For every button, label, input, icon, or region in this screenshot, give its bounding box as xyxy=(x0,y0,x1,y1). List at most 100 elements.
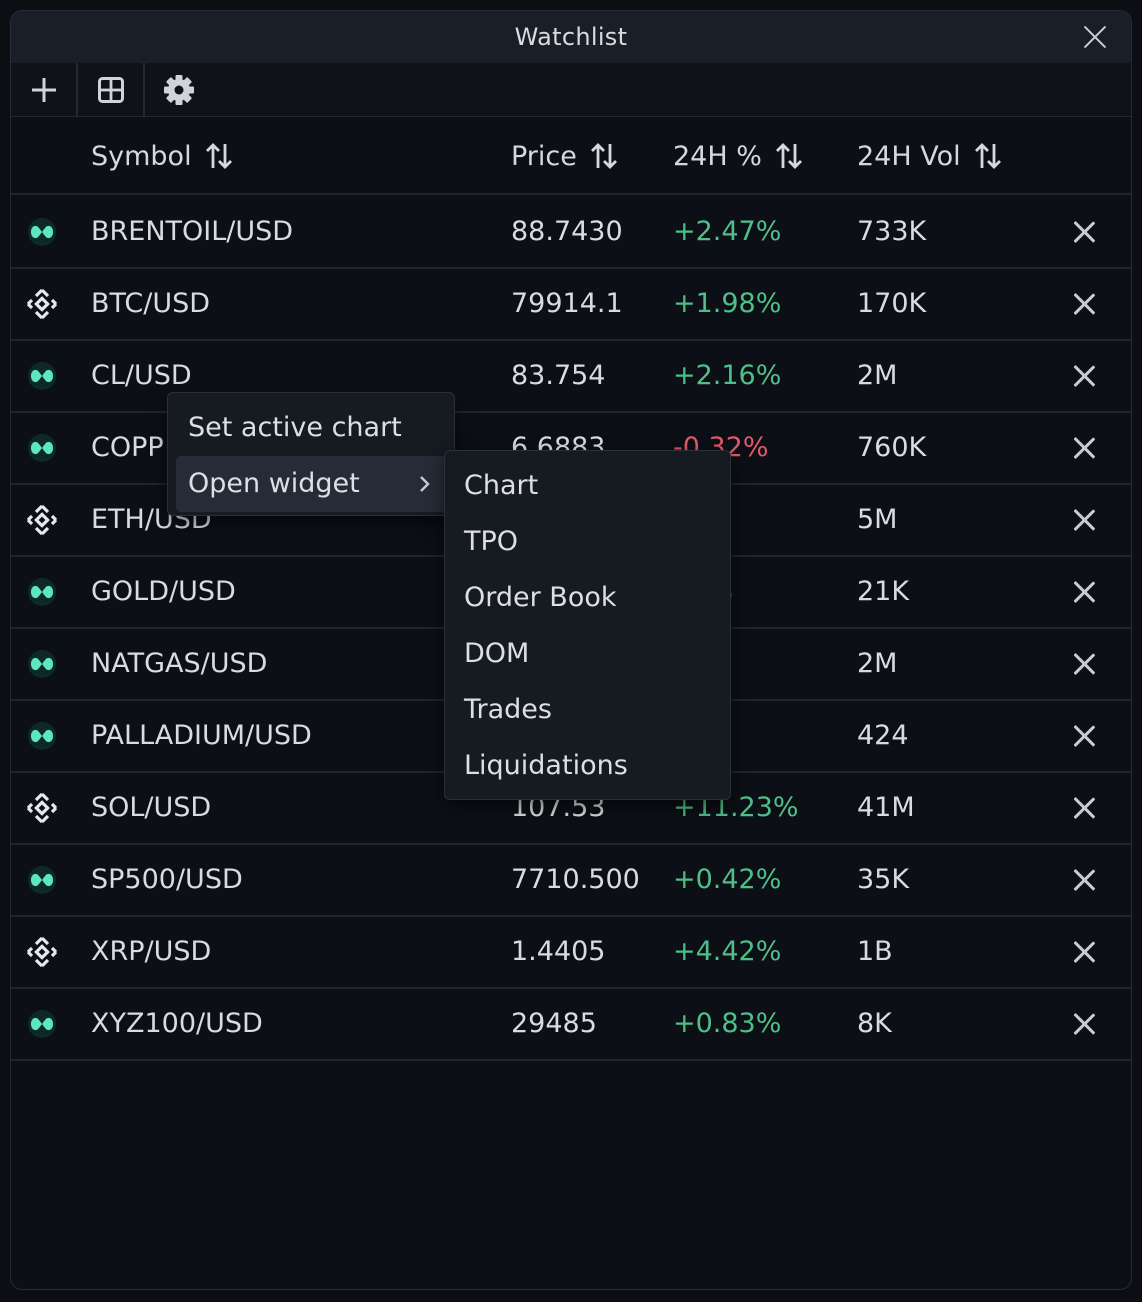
submenu-item-tpo[interactable]: TPO xyxy=(464,526,519,557)
volume-cell: 21K xyxy=(857,576,910,607)
volume-cell: 170K xyxy=(857,288,927,319)
change-cell: +1.98% xyxy=(673,288,782,319)
volume-cell: 8K xyxy=(857,1008,892,1039)
price-cell: 7710.500 xyxy=(511,864,640,895)
volume-cell: 733K xyxy=(857,216,927,247)
volume-cell: 760K xyxy=(857,432,927,463)
symbol-cell: SP500/USD xyxy=(91,864,243,895)
remove-row-button[interactable] xyxy=(1073,941,1095,963)
hyperliquid-icon xyxy=(25,649,59,679)
widget-submenu: Chart TPO Order Book DOM Trades Liquidat… xyxy=(444,450,731,800)
remove-row-button[interactable] xyxy=(1073,1013,1095,1035)
settings-button[interactable] xyxy=(145,63,212,117)
plus-icon xyxy=(31,78,56,102)
chevron-right-icon xyxy=(420,476,430,492)
symbol-cell: BTC/USD xyxy=(91,288,211,319)
sort-icon xyxy=(590,143,617,169)
window-title: Watchlist xyxy=(514,23,628,51)
binance-icon xyxy=(25,791,59,824)
symbol-cell: PALLADIUM/USD xyxy=(91,720,312,751)
submenu-item-dom[interactable]: DOM xyxy=(464,638,530,669)
volume-cell: 41M xyxy=(857,792,915,823)
submenu-item-trades[interactable]: Trades xyxy=(464,694,552,725)
table-row[interactable]: XRP/USD 1.4405 +4.42% 1B xyxy=(11,917,1131,989)
price-cell: 88.7430 xyxy=(511,216,623,247)
hyperliquid-icon xyxy=(25,361,59,391)
table-row[interactable]: XYZ100/USD 29485 +0.83% 8K xyxy=(11,989,1131,1061)
hyperliquid-icon xyxy=(25,577,59,607)
remove-row-button[interactable] xyxy=(1073,509,1095,531)
sort-symbol-header[interactable]: Symbol xyxy=(91,117,234,195)
add-symbol-button[interactable] xyxy=(11,63,78,117)
remove-row-button[interactable] xyxy=(1073,221,1095,243)
binance-icon xyxy=(25,935,59,968)
price-column-label: Price xyxy=(511,140,577,172)
sort-change-header[interactable]: 24H % xyxy=(673,117,804,195)
table-row[interactable]: BRENTOIL/USD 88.7430 +2.47% 733K xyxy=(11,197,1131,269)
volume-cell: 424 xyxy=(857,720,909,751)
sort-icon xyxy=(205,143,232,169)
price-cell: 83.754 xyxy=(511,360,606,391)
hyperliquid-icon xyxy=(25,865,59,895)
sort-icon xyxy=(974,143,1001,169)
remove-row-button[interactable] xyxy=(1073,797,1095,819)
symbol-cell: NATGAS/USD xyxy=(91,648,268,679)
volume-cell: 1B xyxy=(857,936,893,967)
toolbar xyxy=(11,63,1131,117)
open-widget-label: Open widget xyxy=(188,468,360,499)
symbol-cell: XYZ100/USD xyxy=(91,1008,263,1039)
hyperliquid-icon xyxy=(25,217,59,247)
table-row[interactable]: CL/USD 83.754 +2.16% 2M xyxy=(11,341,1131,413)
sort-volume-header[interactable]: 24H Vol xyxy=(857,117,1003,195)
change-cell: +2.16% xyxy=(673,360,782,391)
change-cell: +0.83% xyxy=(673,1008,782,1039)
volume-column-label: 24H Vol xyxy=(857,140,961,172)
remove-row-button[interactable] xyxy=(1073,293,1095,315)
price-cell: 79914.1 xyxy=(511,288,623,319)
watchlist-rows: BRENTOIL/USD 88.7430 +2.47% 733K BTC/USD 7991… xyxy=(11,197,1131,1061)
remove-row-button[interactable] xyxy=(1073,437,1095,459)
layout-button[interactable] xyxy=(78,63,145,117)
change-column-label: 24H % xyxy=(673,140,762,172)
close-window-button[interactable] xyxy=(1081,23,1109,51)
set-active-chart-item[interactable]: Set active chart xyxy=(188,412,402,443)
open-widget-item[interactable]: Open widget xyxy=(176,456,446,512)
symbol-cell: CL/USD xyxy=(91,360,192,391)
sort-icon xyxy=(775,143,802,169)
hyperliquid-icon xyxy=(25,721,59,751)
symbol-cell: COPP xyxy=(91,432,164,463)
volume-cell: 5M xyxy=(857,504,898,535)
hyperliquid-icon xyxy=(25,1009,59,1039)
submenu-item-order-book[interactable]: Order Book xyxy=(464,582,617,613)
price-cell: 1.4405 xyxy=(511,936,606,967)
remove-row-button[interactable] xyxy=(1073,653,1095,675)
symbol-column-label: Symbol xyxy=(91,140,192,172)
remove-row-button[interactable] xyxy=(1073,365,1095,387)
volume-cell: 2M xyxy=(857,648,898,679)
table-row[interactable]: SP500/USD 7710.500 +0.42% 35K xyxy=(11,845,1131,917)
submenu-item-chart[interactable]: Chart xyxy=(464,470,539,501)
watchlist-window: Watchlist xyxy=(10,10,1132,1290)
context-menu: Set active chart Open widget xyxy=(167,392,455,516)
volume-cell: 35K xyxy=(857,864,910,895)
table-row[interactable]: BTC/USD 79914.1 +1.98% 170K xyxy=(11,269,1131,341)
symbol-cell: XRP/USD xyxy=(91,936,212,967)
hyperliquid-icon xyxy=(25,433,59,463)
price-cell: 29485 xyxy=(511,1008,597,1039)
change-cell: +4.42% xyxy=(673,936,782,967)
symbol-cell: BRENTOIL/USD xyxy=(91,216,294,247)
volume-cell: 2M xyxy=(857,360,898,391)
symbol-cell: SOL/USD xyxy=(91,792,212,823)
sort-price-header[interactable]: Price xyxy=(511,117,619,195)
symbol-cell: GOLD/USD xyxy=(91,576,236,607)
table-row[interactable]: SOL/USD 107.53 +11.23% 41M xyxy=(11,773,1131,845)
change-cell: +2.47% xyxy=(673,216,782,247)
remove-row-button[interactable] xyxy=(1073,869,1095,891)
grid-icon xyxy=(97,77,124,103)
remove-row-button[interactable] xyxy=(1073,581,1095,603)
change-cell: +0.42% xyxy=(673,864,782,895)
remove-row-button[interactable] xyxy=(1073,725,1095,747)
binance-icon xyxy=(25,287,59,320)
gear-icon xyxy=(163,75,194,105)
submenu-item-liquidations[interactable]: Liquidations xyxy=(464,750,628,781)
